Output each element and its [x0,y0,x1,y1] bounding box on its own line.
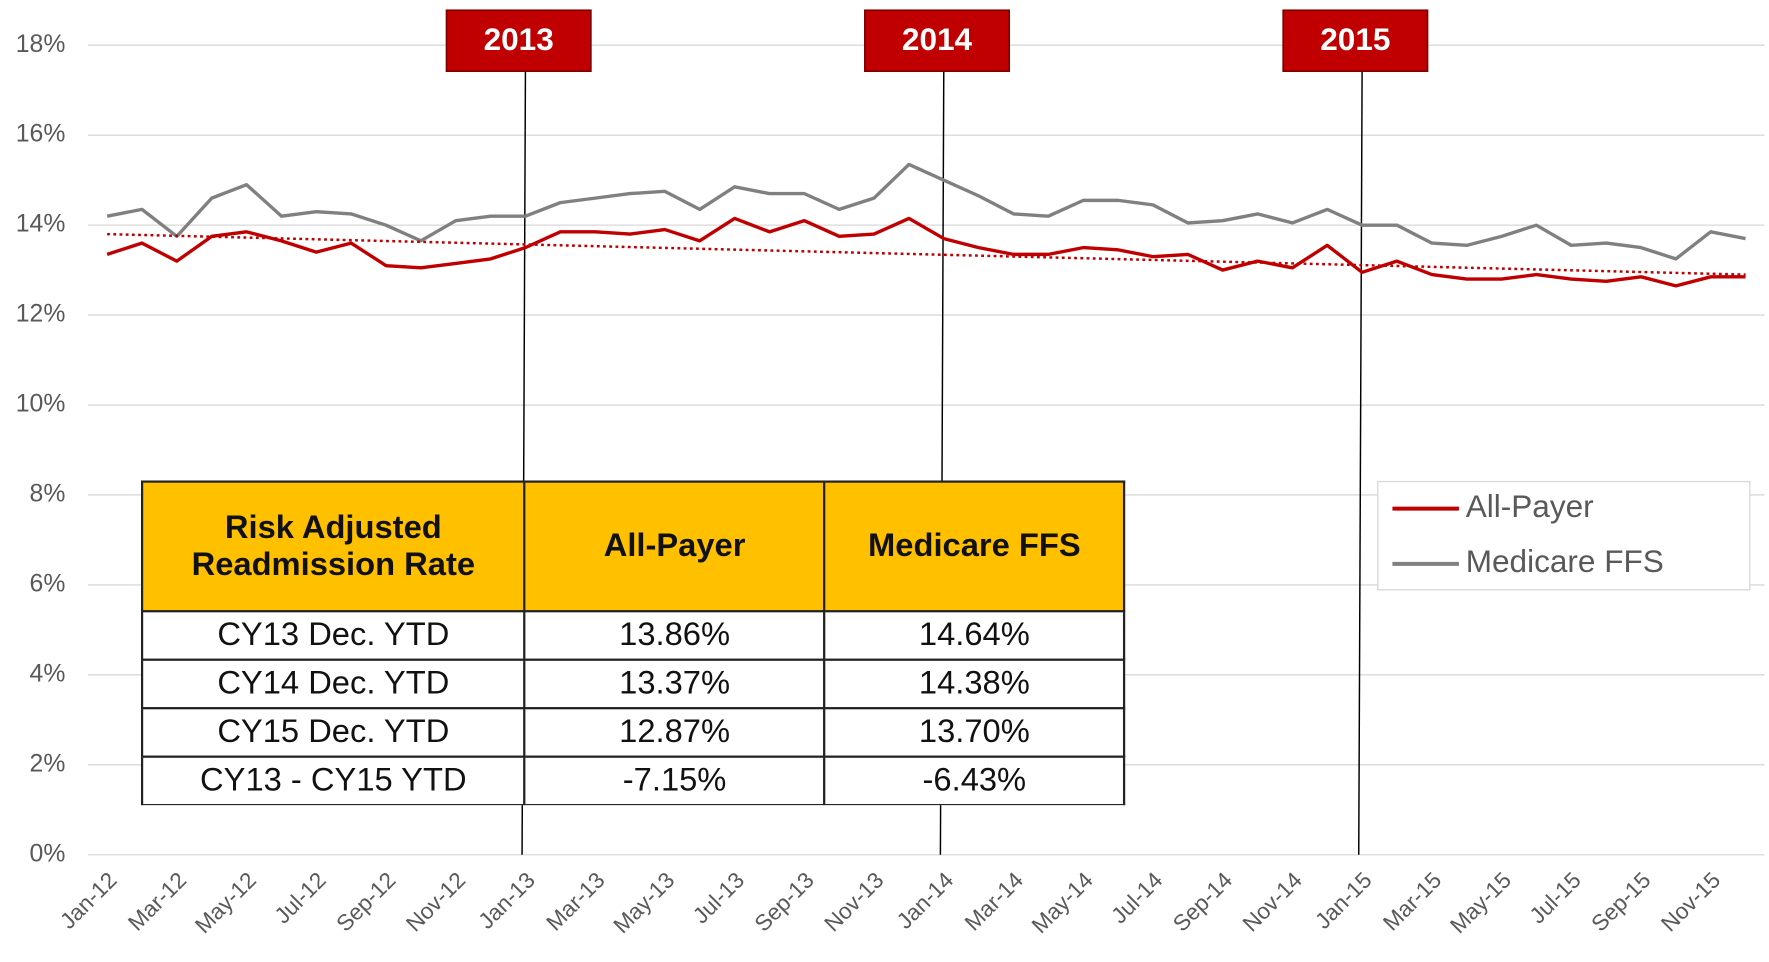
year-marker-box [864,9,1011,73]
table-cell: 14.64% [823,610,1126,661]
table-cell: CY13 Dec. YTD [140,610,526,661]
y-tick-label: 10% [16,391,66,418]
series-line [106,216,1746,288]
legend-box [1377,480,1751,591]
table-cell: 12.87% [523,707,826,758]
x-tick-label: Nov-12 [401,867,470,936]
table-row: CY14 Dec. YTD 13.37% 14.38% [140,658,1126,710]
table-header-cell: All-Payer [523,480,826,613]
x-tick-label: Mar-12 [123,867,191,935]
x-tick-label: May-12 [190,867,261,938]
x-tick-label: Nov-14 [1238,867,1307,936]
x-tick-label: Sep-15 [1586,867,1655,936]
table-cell: 14.38% [823,658,1126,710]
y-tick-label: 16% [16,121,66,148]
table-cell: CY15 Dec. YTD [140,707,526,758]
table-cell: CY13 - CY15 YTD [140,755,526,806]
x-tick-label: Nov-13 [820,867,889,936]
year-marker-box [445,9,592,73]
summary-table: Risk Adjusted Readmission Rate All-Payer M… [140,480,1126,806]
y-tick-label: 2% [30,750,66,777]
y-tick-label: 0% [30,840,66,867]
table-cell: 13.86% [523,610,826,661]
table-cell: 13.70% [823,707,1126,758]
legend-label: Medicare FFS [1466,543,1664,579]
table-row: CY13 - CY15 YTD -7.15% -6.43% [140,755,1126,806]
y-tick-label: 8% [30,481,66,508]
table-cell: -6.43% [823,755,1126,806]
x-tick-label: Mar-13 [542,867,610,935]
table-header-cell: Risk Adjusted Readmission Rate [140,480,526,613]
legend-label: All-Payer [1466,488,1594,524]
y-tick-label: 14% [16,211,66,238]
x-tick-label: May-14 [1027,867,1098,938]
year-marker-box [1282,9,1429,73]
table-cell: CY14 Dec. YTD [140,658,526,710]
x-tick-label: May-13 [609,867,680,938]
table-header-row: Risk Adjusted Readmission Rate All-Payer M… [140,480,1126,613]
table-cell: 13.37% [523,658,826,710]
x-tick-label: May-15 [1445,867,1516,938]
x-tick-label: Mar-15 [1378,867,1446,935]
x-tick-label: Mar-14 [960,867,1028,935]
y-tick-label: 6% [30,570,66,597]
x-tick-label: Sep-14 [1168,867,1237,936]
table-row: CY15 Dec. YTD 12.87% 13.70% [140,707,1126,758]
year-marker-label: 2014 [902,21,973,57]
x-tick-label: Jul-12 [270,867,331,928]
x-tick-label: Jan-12 [55,867,121,933]
table-cell: -7.15% [523,755,826,806]
series-line [106,162,1746,261]
x-tick-label: Jan-15 [1310,867,1376,933]
x-tick-label: Nov-15 [1656,867,1725,936]
x-tick-label: Jul-13 [688,867,749,928]
year-marker-label: 2015 [1320,21,1390,57]
y-tick-label: 12% [16,301,66,328]
table-header-cell: Medicare FFS [823,480,1126,613]
y-tick-label: 4% [30,660,66,687]
x-tick-label: Jan-13 [474,867,540,933]
x-tick-label: Jul-14 [1106,867,1167,928]
trendline [107,232,1746,276]
table-row: CY13 Dec. YTD 13.86% 14.64% [140,610,1126,661]
x-tick-label: Sep-12 [331,867,400,936]
x-tick-label: Jan-14 [892,867,958,933]
x-tick-label: Sep-13 [750,867,819,936]
year-marker-line [1358,67,1363,855]
year-marker-label: 2013 [484,21,554,57]
x-tick-label: Jul-15 [1525,867,1586,928]
y-tick-label: 18% [16,31,66,58]
